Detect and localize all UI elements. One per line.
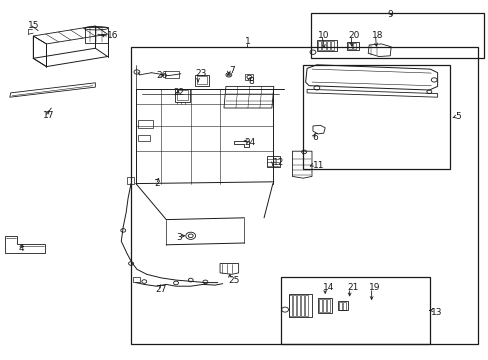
Bar	[289, 295, 292, 316]
Bar	[165, 71, 179, 78]
Bar	[338, 301, 347, 310]
Bar	[293, 295, 296, 316]
Text: 10: 10	[317, 31, 329, 40]
Text: 16: 16	[106, 31, 118, 40]
Bar	[303, 65, 449, 169]
Text: 6: 6	[311, 133, 317, 142]
Text: 13: 13	[430, 308, 442, 317]
Bar	[288, 294, 311, 317]
Bar	[343, 302, 346, 310]
Text: 22: 22	[173, 88, 184, 97]
Bar	[175, 89, 189, 102]
Text: 12: 12	[272, 158, 284, 167]
Bar	[84, 27, 108, 43]
Bar	[131, 47, 477, 344]
Bar	[266, 156, 280, 167]
Text: 5: 5	[455, 112, 461, 121]
Text: 9: 9	[387, 10, 393, 19]
Bar	[317, 298, 331, 313]
Text: 27: 27	[155, 285, 166, 294]
Bar	[322, 299, 325, 312]
Text: 25: 25	[228, 276, 240, 285]
Text: 11: 11	[312, 161, 324, 170]
Bar	[194, 75, 209, 86]
Bar	[322, 41, 325, 50]
Bar	[196, 76, 207, 84]
Text: 26: 26	[156, 71, 167, 80]
Text: 8: 8	[247, 77, 253, 85]
Bar	[245, 74, 253, 80]
Text: 23: 23	[195, 69, 206, 78]
Bar	[352, 43, 355, 49]
Bar	[138, 135, 150, 141]
Bar	[301, 295, 304, 316]
Bar	[330, 41, 334, 50]
Bar	[177, 90, 187, 100]
Text: 15: 15	[28, 21, 40, 30]
Text: 20: 20	[348, 31, 359, 40]
Bar	[133, 277, 140, 282]
Text: 18: 18	[371, 31, 383, 40]
Bar	[297, 295, 300, 316]
Text: 3: 3	[176, 233, 182, 242]
Bar	[316, 40, 337, 51]
Bar	[326, 299, 329, 312]
Bar	[305, 295, 307, 316]
Bar	[339, 302, 342, 310]
Text: 17: 17	[43, 111, 55, 120]
Text: 1: 1	[244, 37, 250, 46]
Text: 7: 7	[228, 66, 234, 75]
Text: 19: 19	[368, 284, 380, 292]
Text: 4: 4	[19, 244, 24, 253]
Bar	[281, 277, 429, 344]
Bar	[310, 13, 483, 58]
Text: 2: 2	[154, 179, 160, 188]
Text: 24: 24	[244, 138, 255, 147]
Bar	[346, 42, 358, 50]
Bar	[326, 41, 329, 50]
Bar	[347, 43, 351, 49]
Bar	[138, 120, 152, 128]
Bar	[317, 41, 321, 50]
Bar	[127, 177, 134, 184]
Text: 14: 14	[322, 284, 333, 292]
Text: 21: 21	[346, 284, 358, 292]
Bar	[318, 299, 321, 312]
